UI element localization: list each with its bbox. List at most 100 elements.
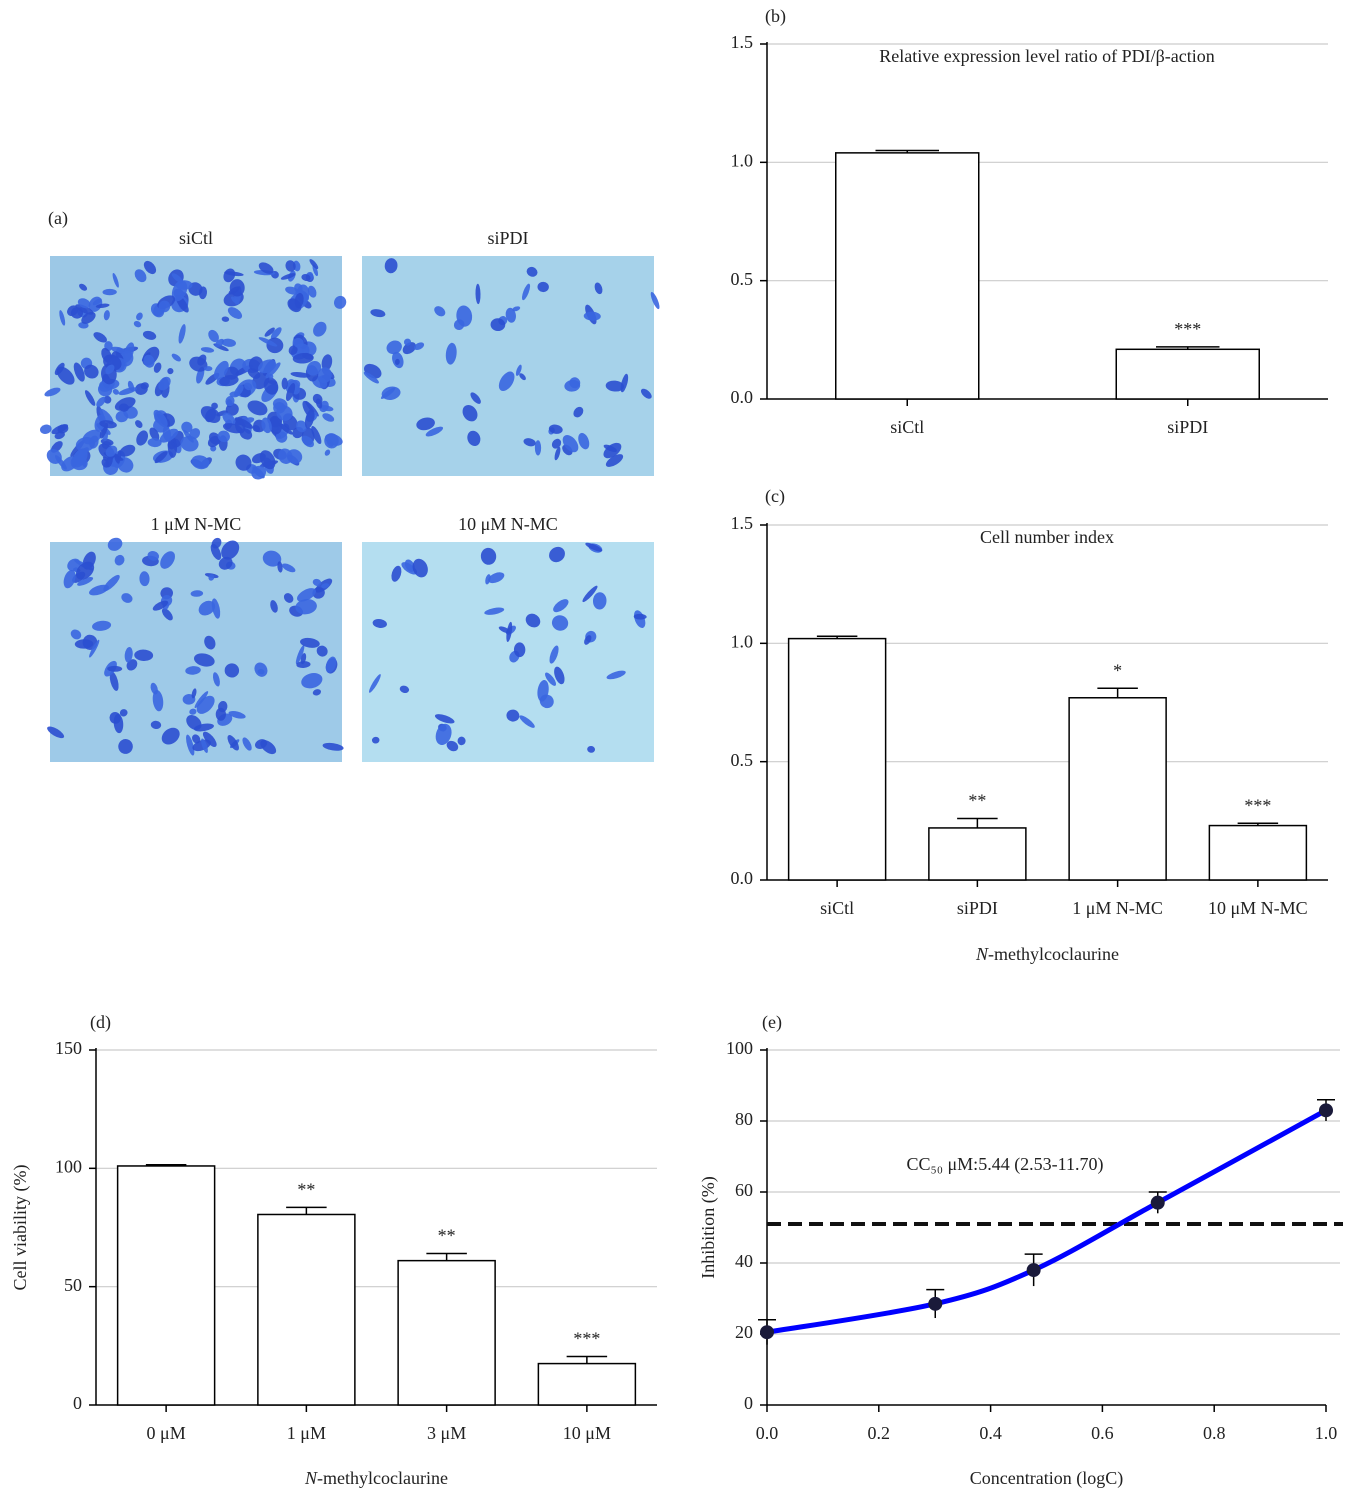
cell xyxy=(72,448,88,468)
y-tick-label: 150 xyxy=(55,1038,82,1058)
cell xyxy=(523,438,536,447)
cell xyxy=(562,435,579,453)
cell xyxy=(109,671,119,691)
cell xyxy=(413,342,425,351)
y-tick-label: 100 xyxy=(726,1038,753,1058)
cell xyxy=(549,645,559,664)
cell xyxy=(403,338,412,346)
cell xyxy=(551,438,562,449)
cell xyxy=(281,377,288,390)
x-tick-label: 1 μM xyxy=(287,1423,326,1443)
cell xyxy=(369,674,381,693)
cell xyxy=(384,258,398,274)
x-tick-label: siPDI xyxy=(1167,417,1208,437)
cell xyxy=(372,618,387,628)
bar xyxy=(1068,697,1167,881)
cell xyxy=(311,425,322,445)
cell xyxy=(149,427,160,441)
cell xyxy=(322,742,344,751)
cell xyxy=(309,259,319,270)
cell xyxy=(594,282,603,295)
cell xyxy=(301,274,311,282)
cell xyxy=(186,715,202,731)
image-caption: 10 μM N-MC xyxy=(458,514,558,534)
cell xyxy=(51,424,69,435)
cell xyxy=(235,418,246,434)
bar xyxy=(397,1259,496,1406)
cell xyxy=(278,423,293,435)
cell xyxy=(107,665,123,672)
cell xyxy=(228,711,246,719)
cell xyxy=(113,713,124,734)
cell xyxy=(554,446,561,461)
cell xyxy=(522,283,531,301)
cell xyxy=(204,635,216,650)
cell xyxy=(519,373,526,381)
cell xyxy=(135,420,143,428)
cell xyxy=(259,450,276,470)
cell xyxy=(218,701,228,713)
cell xyxy=(294,283,303,293)
cell xyxy=(103,310,110,321)
cell xyxy=(171,280,188,302)
image-caption: 1 μM N-MC xyxy=(151,514,242,534)
cell xyxy=(251,465,267,480)
cell xyxy=(200,347,215,353)
y-tick-label: 60 xyxy=(735,1180,753,1200)
cell xyxy=(264,327,275,337)
cell xyxy=(551,615,569,631)
cell xyxy=(300,637,320,648)
panel-label: (c) xyxy=(765,486,785,507)
cell xyxy=(103,395,112,404)
cell xyxy=(217,430,230,443)
y-tick-label: 0 xyxy=(73,1393,82,1413)
cell xyxy=(191,455,210,470)
cell xyxy=(84,390,96,406)
x-tick-label: 1.0 xyxy=(1315,1423,1338,1443)
cell xyxy=(316,645,328,657)
cell xyxy=(313,321,327,337)
cell xyxy=(201,738,208,754)
data-point xyxy=(1150,1195,1165,1210)
bar xyxy=(787,637,887,881)
cell xyxy=(67,305,79,317)
cell xyxy=(161,727,180,745)
cell xyxy=(312,578,322,586)
panel-label: (a) xyxy=(48,208,68,229)
cell xyxy=(525,613,541,628)
cell xyxy=(281,563,296,573)
cell xyxy=(582,585,598,603)
micrograph xyxy=(47,537,344,762)
cell xyxy=(139,571,150,587)
cell xyxy=(75,561,95,580)
y-tick-label: 0.5 xyxy=(731,269,754,289)
cell xyxy=(293,337,304,349)
x-tick-label: 0.6 xyxy=(1091,1423,1114,1443)
cell xyxy=(147,438,162,448)
x-tick-label: siPDI xyxy=(957,898,998,918)
x-tick-label: 0.8 xyxy=(1203,1423,1226,1443)
cell xyxy=(75,304,94,315)
cell xyxy=(89,639,100,658)
cell xyxy=(640,388,652,399)
cell xyxy=(605,380,625,392)
y-tick-label: 80 xyxy=(735,1109,753,1129)
cell xyxy=(370,309,386,318)
x-axis-label: N-methylcoclaurine xyxy=(975,944,1119,964)
cell xyxy=(153,362,162,373)
cell xyxy=(295,645,305,665)
cell xyxy=(227,307,243,319)
cell xyxy=(526,266,538,277)
cell xyxy=(270,600,278,613)
cell xyxy=(124,646,133,663)
cell xyxy=(606,670,626,680)
cell xyxy=(81,311,96,324)
cell xyxy=(180,435,199,452)
cell xyxy=(147,551,160,561)
cell xyxy=(592,592,607,610)
cell xyxy=(73,362,85,382)
cell xyxy=(270,327,282,340)
cell xyxy=(70,629,82,640)
cell xyxy=(484,607,505,615)
